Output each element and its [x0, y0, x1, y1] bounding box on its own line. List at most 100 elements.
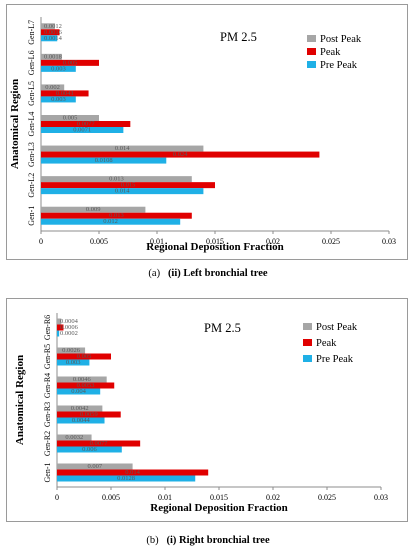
caption-left-bronchial: (a) (ii) Left bronchial tree — [0, 268, 416, 279]
c1-x-tick-label-1: 0.005 — [102, 493, 120, 502]
c0-data-label-peak-gen-1: 0.013 — [109, 212, 124, 219]
c1-x-tick-label-4: 0.02 — [266, 493, 280, 502]
c0-legend-swatch-post-peak — [307, 35, 316, 42]
c0-category-label-gen-l4: Gen-L4 — [27, 112, 36, 137]
c0-bar-peak-gen-l4 — [41, 121, 131, 127]
chart-left-bronchial-tree: PM 2.5 0 0.005 0.01 0.015 0.02 0.025 0.03 Region… — [9, 17, 396, 253]
c1-bar-post-peak-gen-r2 — [57, 434, 92, 441]
c1-category-label-gen-r4: Gen-R4 — [43, 373, 52, 398]
chart-panel-right-bronchial: PM 2.5 0 0.005 0.01 0.015 0.02 0.025 0.03 Region… — [6, 298, 408, 522]
c0-data-label-pre-peak-gen-l7: 0.0014 — [44, 35, 63, 42]
c0-bar-post-peak-gen-l3 — [41, 145, 204, 152]
c0-bar-peak-gen-l7 — [41, 29, 60, 36]
c1-bar-pre-peak-gen-r6 — [57, 330, 60, 337]
c0-x-tick-label-1: 0.005 — [90, 237, 108, 246]
c1-bar-peak-gen-r5 — [57, 353, 111, 360]
c0-bar-peak-gen-l6 — [41, 59, 99, 66]
c1-x-axis-label: Regional Deposition Fraction — [150, 502, 288, 514]
chart-right-bronchial-tree: PM 2.5 0 0.005 0.01 0.015 0.02 0.025 0.03 Region… — [14, 313, 388, 514]
c0-data-label-pre-peak-gen-l6: 0.003 — [51, 65, 66, 72]
c1-bar-peak-gen-1 — [57, 469, 209, 476]
c0-x-tick-label-6: 0.03 — [382, 237, 396, 246]
c1-data-label-peak-gen-r4: 0.0053 — [77, 382, 95, 389]
c1-category-label-gen-r5: Gen-R5 — [43, 344, 52, 369]
c1-bar-post-peak-gen-r6 — [57, 318, 62, 325]
c1-data-label-pre-peak-gen-r6: 0.0002 — [60, 330, 78, 337]
c1-x-tick-label-2: 0.01 — [158, 493, 172, 502]
c1-category-label-gen-1: Gen-1 — [43, 463, 52, 483]
c1-bar-peak-gen-r2 — [57, 440, 141, 447]
c1-x-tick-label-3: 0.015 — [210, 493, 228, 502]
c1-legend-label-pre-peak: Pre Peak — [316, 354, 354, 365]
c0-data-label-post-peak-gen-l4: 0.005 — [63, 114, 78, 121]
c0-bar-pre-peak-gen-l4 — [41, 127, 124, 133]
c0-bar-peak-gen-l5 — [41, 90, 89, 97]
c1-legend-swatch-post-peak — [303, 323, 312, 330]
c0-bar-peak-gen-1 — [41, 212, 192, 219]
c0-data-label-post-peak-gen-l7: 0.0012 — [44, 23, 62, 30]
c0-x-tick-label-0: 0 — [39, 237, 43, 246]
c0-legend-label-pre-peak: Pre Peak — [320, 60, 358, 71]
c1-data-label-post-peak-gen-r4: 0.0046 — [73, 376, 92, 383]
c1-x-tick-label-0: 0 — [55, 493, 59, 502]
c1-legend-label-peak: Peak — [316, 338, 337, 349]
c1-bar-pre-peak-gen-r3 — [57, 417, 105, 424]
c1-data-label-pre-peak-gen-r5: 0.003 — [66, 359, 81, 366]
c1-data-label-pre-peak-gen-r4: 0.004 — [71, 388, 86, 395]
c0-bar-post-peak-gen-l6 — [41, 53, 62, 60]
c0-data-label-peak-gen-l6: 0.005 — [63, 59, 78, 66]
c0-legend-label-peak: Peak — [320, 47, 341, 58]
caption-right-bronchial: (b) (i) Right bronchial tree — [0, 535, 416, 546]
c0-category-label-gen-l3: Gen-L3 — [27, 142, 36, 167]
c1-data-label-post-peak-gen-r6: 0.0004 — [60, 318, 79, 325]
c0-bar-post-peak-gen-l5 — [41, 84, 65, 91]
c1-category-label-gen-r2: Gen-R2 — [43, 431, 52, 456]
c0-data-label-pre-peak-gen-l5: 0.003 — [51, 96, 66, 103]
c0-bar-pre-peak-gen-l2 — [41, 188, 204, 195]
c1-data-label-post-peak-gen-1: 0.007 — [87, 463, 102, 470]
c1-category-label-gen-r6: Gen-R6 — [43, 315, 52, 340]
c0-bar-post-peak-gen-l7 — [41, 23, 55, 30]
c0-x-tick-label-3: 0.015 — [206, 237, 224, 246]
c1-data-label-peak-gen-r3: 0.0059 — [80, 411, 98, 418]
caption-b-prefix: (b) — [146, 535, 159, 546]
c0-data-label-peak-gen-l2: 0.015 — [121, 182, 136, 189]
c0-bar-peak-gen-l2 — [41, 182, 215, 189]
c0-bar-peak-gen-l3 — [41, 151, 320, 158]
c0-bar-pre-peak-gen-l3 — [41, 157, 167, 164]
c1-bar-pre-peak-gen-1 — [57, 475, 196, 482]
c1-bar-post-peak-gen-r3 — [57, 405, 103, 412]
c0-data-label-pre-peak-gen-l2: 0.014 — [115, 188, 130, 195]
c1-chart-title: PM 2.5 — [204, 321, 241, 335]
c0-x-tick-label-5: 0.025 — [322, 237, 340, 246]
c0-data-label-post-peak-gen-l5: 0.002 — [45, 84, 60, 91]
c0-data-label-pre-peak-gen-1: 0.012 — [103, 218, 118, 225]
c0-data-label-post-peak-gen-l3: 0.014 — [115, 145, 130, 152]
c0-bar-post-peak-gen-l4 — [41, 115, 99, 121]
c0-data-label-post-peak-gen-l6: 0.0018 — [44, 53, 62, 60]
c1-bar-post-peak-gen-1 — [57, 463, 133, 470]
c0-y-axis-label: Anatomical Region — [9, 79, 21, 169]
c1-x-tick-label-5: 0.025 — [318, 493, 336, 502]
c0-x-axis-label: Regional Deposition Fraction — [146, 241, 284, 253]
c0-bar-pre-peak-gen-1 — [41, 218, 181, 225]
c0-bar-pre-peak-gen-l6 — [41, 65, 76, 72]
c0-legend-swatch-peak — [307, 48, 316, 55]
c1-legend-swatch-pre-peak — [303, 355, 312, 362]
c0-data-label-peak-gen-l5: 0.0041 — [56, 90, 74, 97]
chart-panel-left-bronchial: PM 2.5 0 0.005 0.01 0.015 0.02 0.025 0.03 Region… — [6, 4, 408, 260]
c0-x-tick-label-2: 0.01 — [150, 237, 164, 246]
c1-data-label-post-peak-gen-r3: 0.0042 — [71, 405, 89, 412]
c1-data-label-peak-gen-r2: 0.0077 — [90, 440, 109, 447]
c1-bar-peak-gen-r3 — [57, 411, 121, 418]
c1-bar-peak-gen-r6 — [57, 324, 64, 331]
c1-legend-label-post-peak: Post Peak — [316, 322, 358, 333]
c0-category-label-gen-l5: Gen-L5 — [27, 81, 36, 106]
c0-category-label-gen-l6: Gen-L6 — [27, 50, 36, 75]
c0-legend-swatch-pre-peak — [307, 61, 316, 68]
caption-a-text: (ii) Left bronchial tree — [167, 268, 268, 279]
c1-bar-peak-gen-r4 — [57, 382, 115, 389]
c0-data-label-post-peak-gen-1: 0.009 — [86, 206, 101, 213]
c0-data-label-peak-gen-l7: 0.0016 — [44, 29, 63, 36]
c1-y-axis-label: Anatomical Region — [14, 355, 26, 445]
